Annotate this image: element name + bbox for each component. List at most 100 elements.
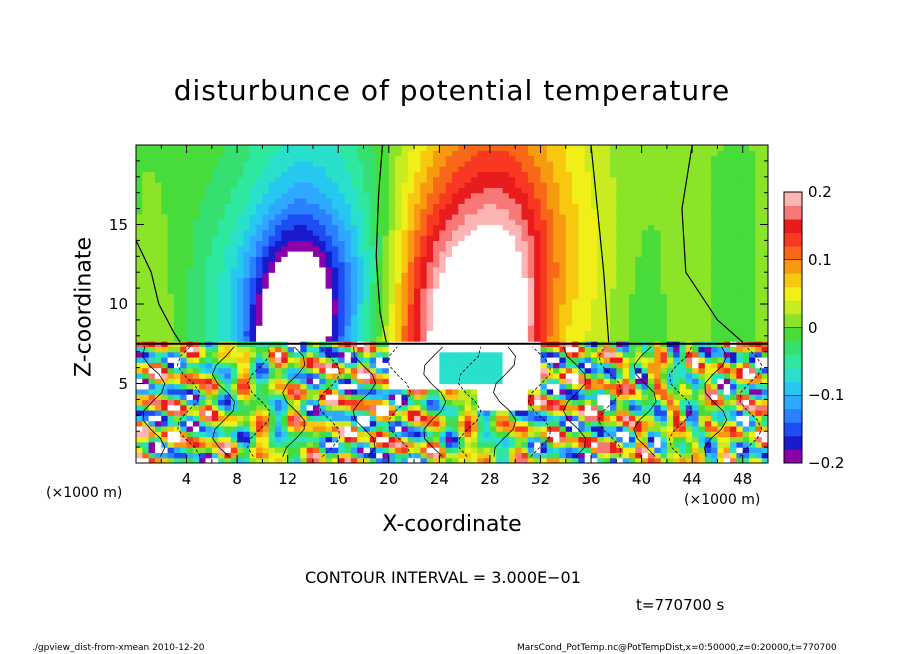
heatmap-cell [363,272,371,279]
heatmap-cell [262,314,270,321]
heatmap-cell [527,346,535,353]
heatmap-cell [452,224,459,231]
heatmap-cell [641,372,649,379]
heatmap-cell [186,198,194,204]
heatmap-cell [647,256,655,263]
heatmap-cell [445,325,453,332]
heatmap-cell [464,410,472,416]
heatmap-cell [584,304,592,310]
heatmap-cell [395,319,403,326]
heatmap-cell [243,187,251,194]
heatmap-cell [622,378,630,385]
heatmap-cell [275,441,282,448]
heatmap-cell [211,420,219,427]
heatmap-cell [647,351,655,358]
heatmap-cell [199,155,207,162]
heatmap-cell [344,266,352,273]
heatmap-cell [477,166,485,173]
heatmap-cell [515,245,523,252]
heatmap-cell [281,425,289,432]
heatmap-cell [458,383,466,390]
heatmap-cell [294,415,301,422]
heatmap-cell [218,367,226,374]
heatmap-cell [591,298,598,305]
heatmap-cell [603,166,611,173]
heatmap-cell [173,261,181,268]
heatmap-cell [395,187,403,194]
heatmap-cell [161,182,169,188]
heatmap-cell [224,346,232,353]
heatmap-cell [154,325,162,332]
heatmap-cell [350,251,358,257]
heatmap-cell [660,378,668,385]
heatmap-cell [610,425,617,432]
heatmap-cell [635,203,643,210]
heatmap-cell [338,155,346,162]
heatmap-cell [546,160,554,167]
heatmap-cell [654,335,662,342]
heatmap-cell [350,282,358,289]
heatmap-cell [641,431,649,438]
heatmap-cell [319,293,327,300]
heatmap-cell [610,192,617,199]
heatmap-cell [369,362,377,369]
heatmap-cell [142,251,150,257]
heatmap-cell [445,251,453,257]
heatmap-cell [306,383,314,390]
heatmap-cell [161,447,169,453]
heatmap-cell [180,399,188,406]
heatmap-cell [331,330,339,337]
heatmap-cell [281,357,289,363]
heatmap-cell [275,351,282,358]
heatmap-cell [331,319,339,326]
heatmap-cell [439,357,447,363]
heatmap-cell [496,235,504,241]
heatmap-cell [420,388,428,395]
heatmap-cell [616,367,624,374]
heatmap-cell [173,277,181,284]
heatmap-cell [237,404,245,411]
heatmap-cell [154,203,162,210]
heatmap-cell [458,224,466,231]
heatmap-cell [515,304,523,310]
heatmap-cell [546,251,554,257]
heatmap-cell [256,298,263,305]
heatmap-cell [325,357,333,363]
heatmap-cell [363,219,371,226]
heatmap-cell [559,394,567,400]
heatmap-cell [502,410,510,416]
heatmap-cell [540,171,548,178]
heatmap-cell [167,150,175,157]
heatmap-cell [470,452,478,459]
heatmap-cell [654,251,662,257]
heatmap-cell [205,441,213,448]
heatmap-cell [388,351,396,358]
heatmap-cell [161,394,169,400]
heatmap-cell [192,187,200,194]
heatmap-cell [553,229,561,236]
heatmap-cell [287,362,295,369]
heatmap-cell [331,224,339,231]
heatmap-cell [237,150,245,157]
heatmap-cell [256,229,263,236]
heatmap-cell [401,187,409,194]
heatmap-cell [628,166,636,173]
heatmap-cell [407,288,415,294]
heatmap-cell [230,425,238,432]
heatmap-cell [641,251,649,257]
heatmap-cell [616,171,624,178]
heatmap-cell [350,330,358,337]
heatmap-cell [331,383,339,390]
heatmap-cell [294,251,301,257]
heatmap-cell [350,219,358,226]
heatmap-cell [331,399,339,406]
heatmap-cell [458,288,466,294]
heatmap-cell [262,251,270,257]
heatmap-cell [237,277,245,284]
heatmap-cell [230,272,238,279]
heatmap-cell [521,383,529,390]
heatmap-cell [641,314,649,321]
heatmap-cell [603,277,611,284]
heatmap-cell [610,293,617,300]
heatmap-cell [357,288,365,294]
